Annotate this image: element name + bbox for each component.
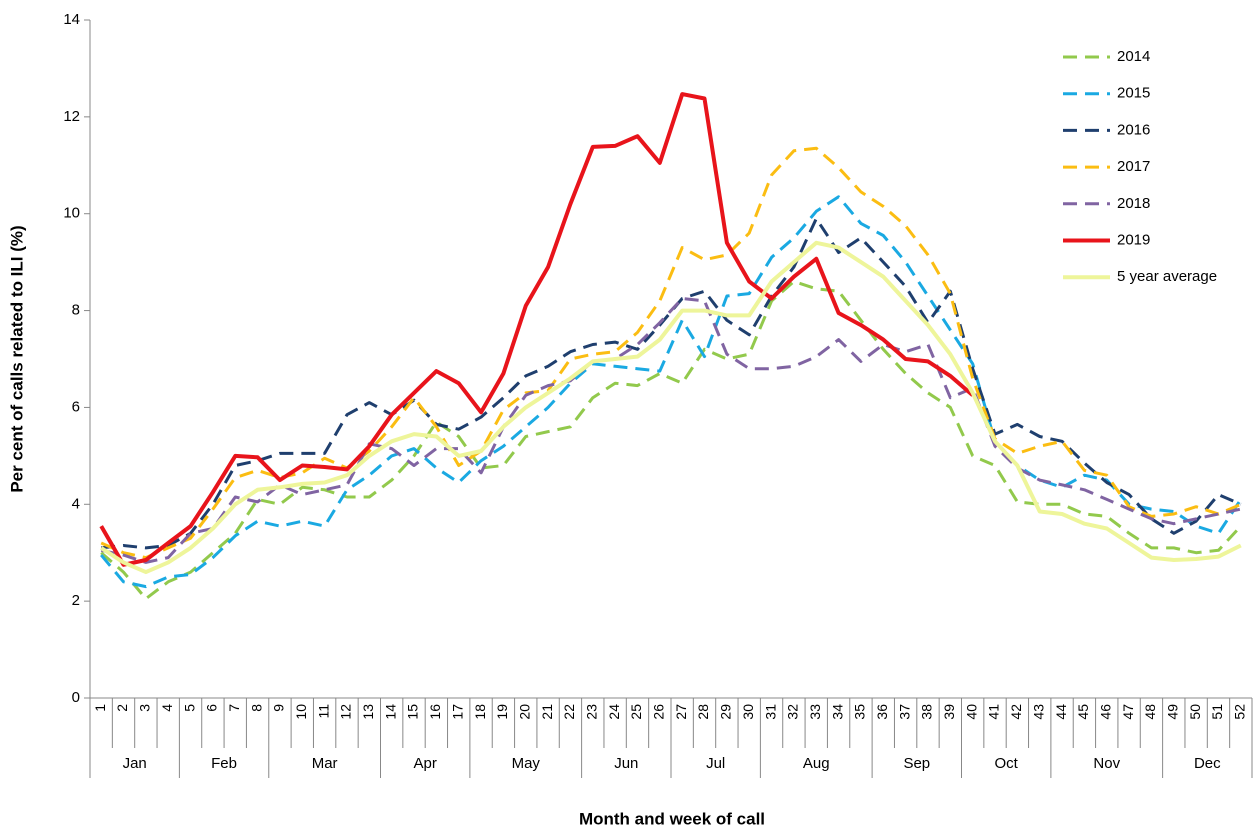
x-tick-label: 7 xyxy=(226,704,242,712)
x-axis-label: Month and week of call xyxy=(579,809,765,828)
x-tick-label: 10 xyxy=(293,704,309,720)
series-line xyxy=(101,217,1242,550)
x-tick-label: 30 xyxy=(740,704,756,720)
x-tick-label: 14 xyxy=(382,704,398,720)
x-tick-label: 3 xyxy=(137,704,153,712)
x-tick-label: 43 xyxy=(1030,704,1046,720)
x-tick-label: 39 xyxy=(941,704,957,720)
month-label: Jun xyxy=(614,755,638,772)
x-tick-label: 9 xyxy=(271,704,287,712)
x-tick-label: 44 xyxy=(1053,704,1069,720)
y-tick-label: 14 xyxy=(63,11,80,28)
series-line xyxy=(100,280,1242,601)
x-tick-label: 2 xyxy=(114,704,130,712)
x-tick-label: 46 xyxy=(1097,704,1113,720)
legend-label: 2017 xyxy=(1117,158,1150,175)
x-tick-label: 6 xyxy=(204,704,220,712)
x-tick-label: 27 xyxy=(673,704,689,720)
y-tick-label: 12 xyxy=(63,108,80,125)
legend-label: 2018 xyxy=(1117,195,1150,212)
x-tick-label: 17 xyxy=(449,704,465,720)
x-tick-label: 36 xyxy=(874,704,890,720)
x-tick-label: 19 xyxy=(494,704,510,720)
x-tick-label: 48 xyxy=(1142,704,1158,720)
x-tick-label: 45 xyxy=(1075,704,1091,720)
x-tick-label: 50 xyxy=(1187,704,1203,720)
x-tick-label: 22 xyxy=(561,704,577,720)
month-label: Sep xyxy=(903,755,930,772)
month-label: Feb xyxy=(211,755,237,772)
series-line xyxy=(100,297,1242,564)
x-tick-label: 13 xyxy=(360,704,376,720)
series-line xyxy=(100,240,1242,575)
x-tick-label: 47 xyxy=(1120,704,1136,720)
x-tick-label: 52 xyxy=(1232,704,1248,720)
month-label: Apr xyxy=(414,755,437,772)
month-label: Mar xyxy=(312,755,338,772)
x-tick-label: 11 xyxy=(315,704,331,719)
x-tick-label: 25 xyxy=(628,704,644,720)
legend-label: 2014 xyxy=(1117,48,1150,65)
x-tick-label: 12 xyxy=(338,704,354,720)
y-tick-label: 10 xyxy=(63,205,80,222)
legend-label: 2016 xyxy=(1117,121,1150,138)
x-tick-label: 32 xyxy=(785,704,801,720)
x-tick-label: 28 xyxy=(695,704,711,720)
month-label: Jul xyxy=(706,755,725,772)
x-tick-label: 16 xyxy=(427,704,443,720)
x-tick-label: 29 xyxy=(718,704,734,720)
x-tick-label: 18 xyxy=(472,704,488,720)
month-label: Oct xyxy=(995,755,1019,772)
month-label: Aug xyxy=(803,755,830,772)
x-tick-label: 23 xyxy=(583,704,599,720)
x-tick-label: 4 xyxy=(159,704,175,712)
x-tick-label: 51 xyxy=(1209,704,1225,720)
x-tick-label: 38 xyxy=(919,704,935,720)
y-tick-label: 0 xyxy=(72,689,80,706)
x-tick-label: 31 xyxy=(762,704,778,720)
month-label: Dec xyxy=(1194,755,1221,772)
series-line xyxy=(100,146,1242,560)
x-tick-label: 26 xyxy=(651,704,667,720)
x-tick-label: 34 xyxy=(829,704,845,720)
x-tick-label: 24 xyxy=(606,704,622,720)
x-tick-label: 40 xyxy=(963,704,979,720)
x-tick-label: 35 xyxy=(852,704,868,720)
x-tick-label: 33 xyxy=(807,704,823,720)
x-tick-label: 15 xyxy=(405,704,421,720)
x-tick-label: 1 xyxy=(92,704,108,712)
series-line xyxy=(99,92,975,567)
month-label: May xyxy=(512,755,541,772)
x-tick-label: 49 xyxy=(1164,704,1180,720)
x-tick-label: 37 xyxy=(896,704,912,720)
y-tick-label: 4 xyxy=(72,495,80,512)
legend-label: 2019 xyxy=(1117,231,1150,248)
y-tick-label: 2 xyxy=(72,592,80,609)
month-label: Nov xyxy=(1093,755,1120,772)
x-tick-label: 42 xyxy=(1008,704,1024,720)
month-label: Jan xyxy=(123,755,147,772)
y-tick-label: 8 xyxy=(72,302,80,319)
x-tick-label: 20 xyxy=(516,704,532,720)
y-tick-label: 6 xyxy=(72,398,80,415)
series-line xyxy=(100,195,1243,589)
y-axis-label: Per cent of calls related to ILI (%) xyxy=(7,225,26,492)
x-tick-label: 5 xyxy=(181,704,197,712)
x-tick-label: 8 xyxy=(248,704,264,712)
legend-label: 5 year average xyxy=(1117,268,1217,285)
legend-label: 2015 xyxy=(1117,85,1150,102)
x-tick-label: 21 xyxy=(539,704,555,720)
x-tick-label: 41 xyxy=(986,704,1002,720)
